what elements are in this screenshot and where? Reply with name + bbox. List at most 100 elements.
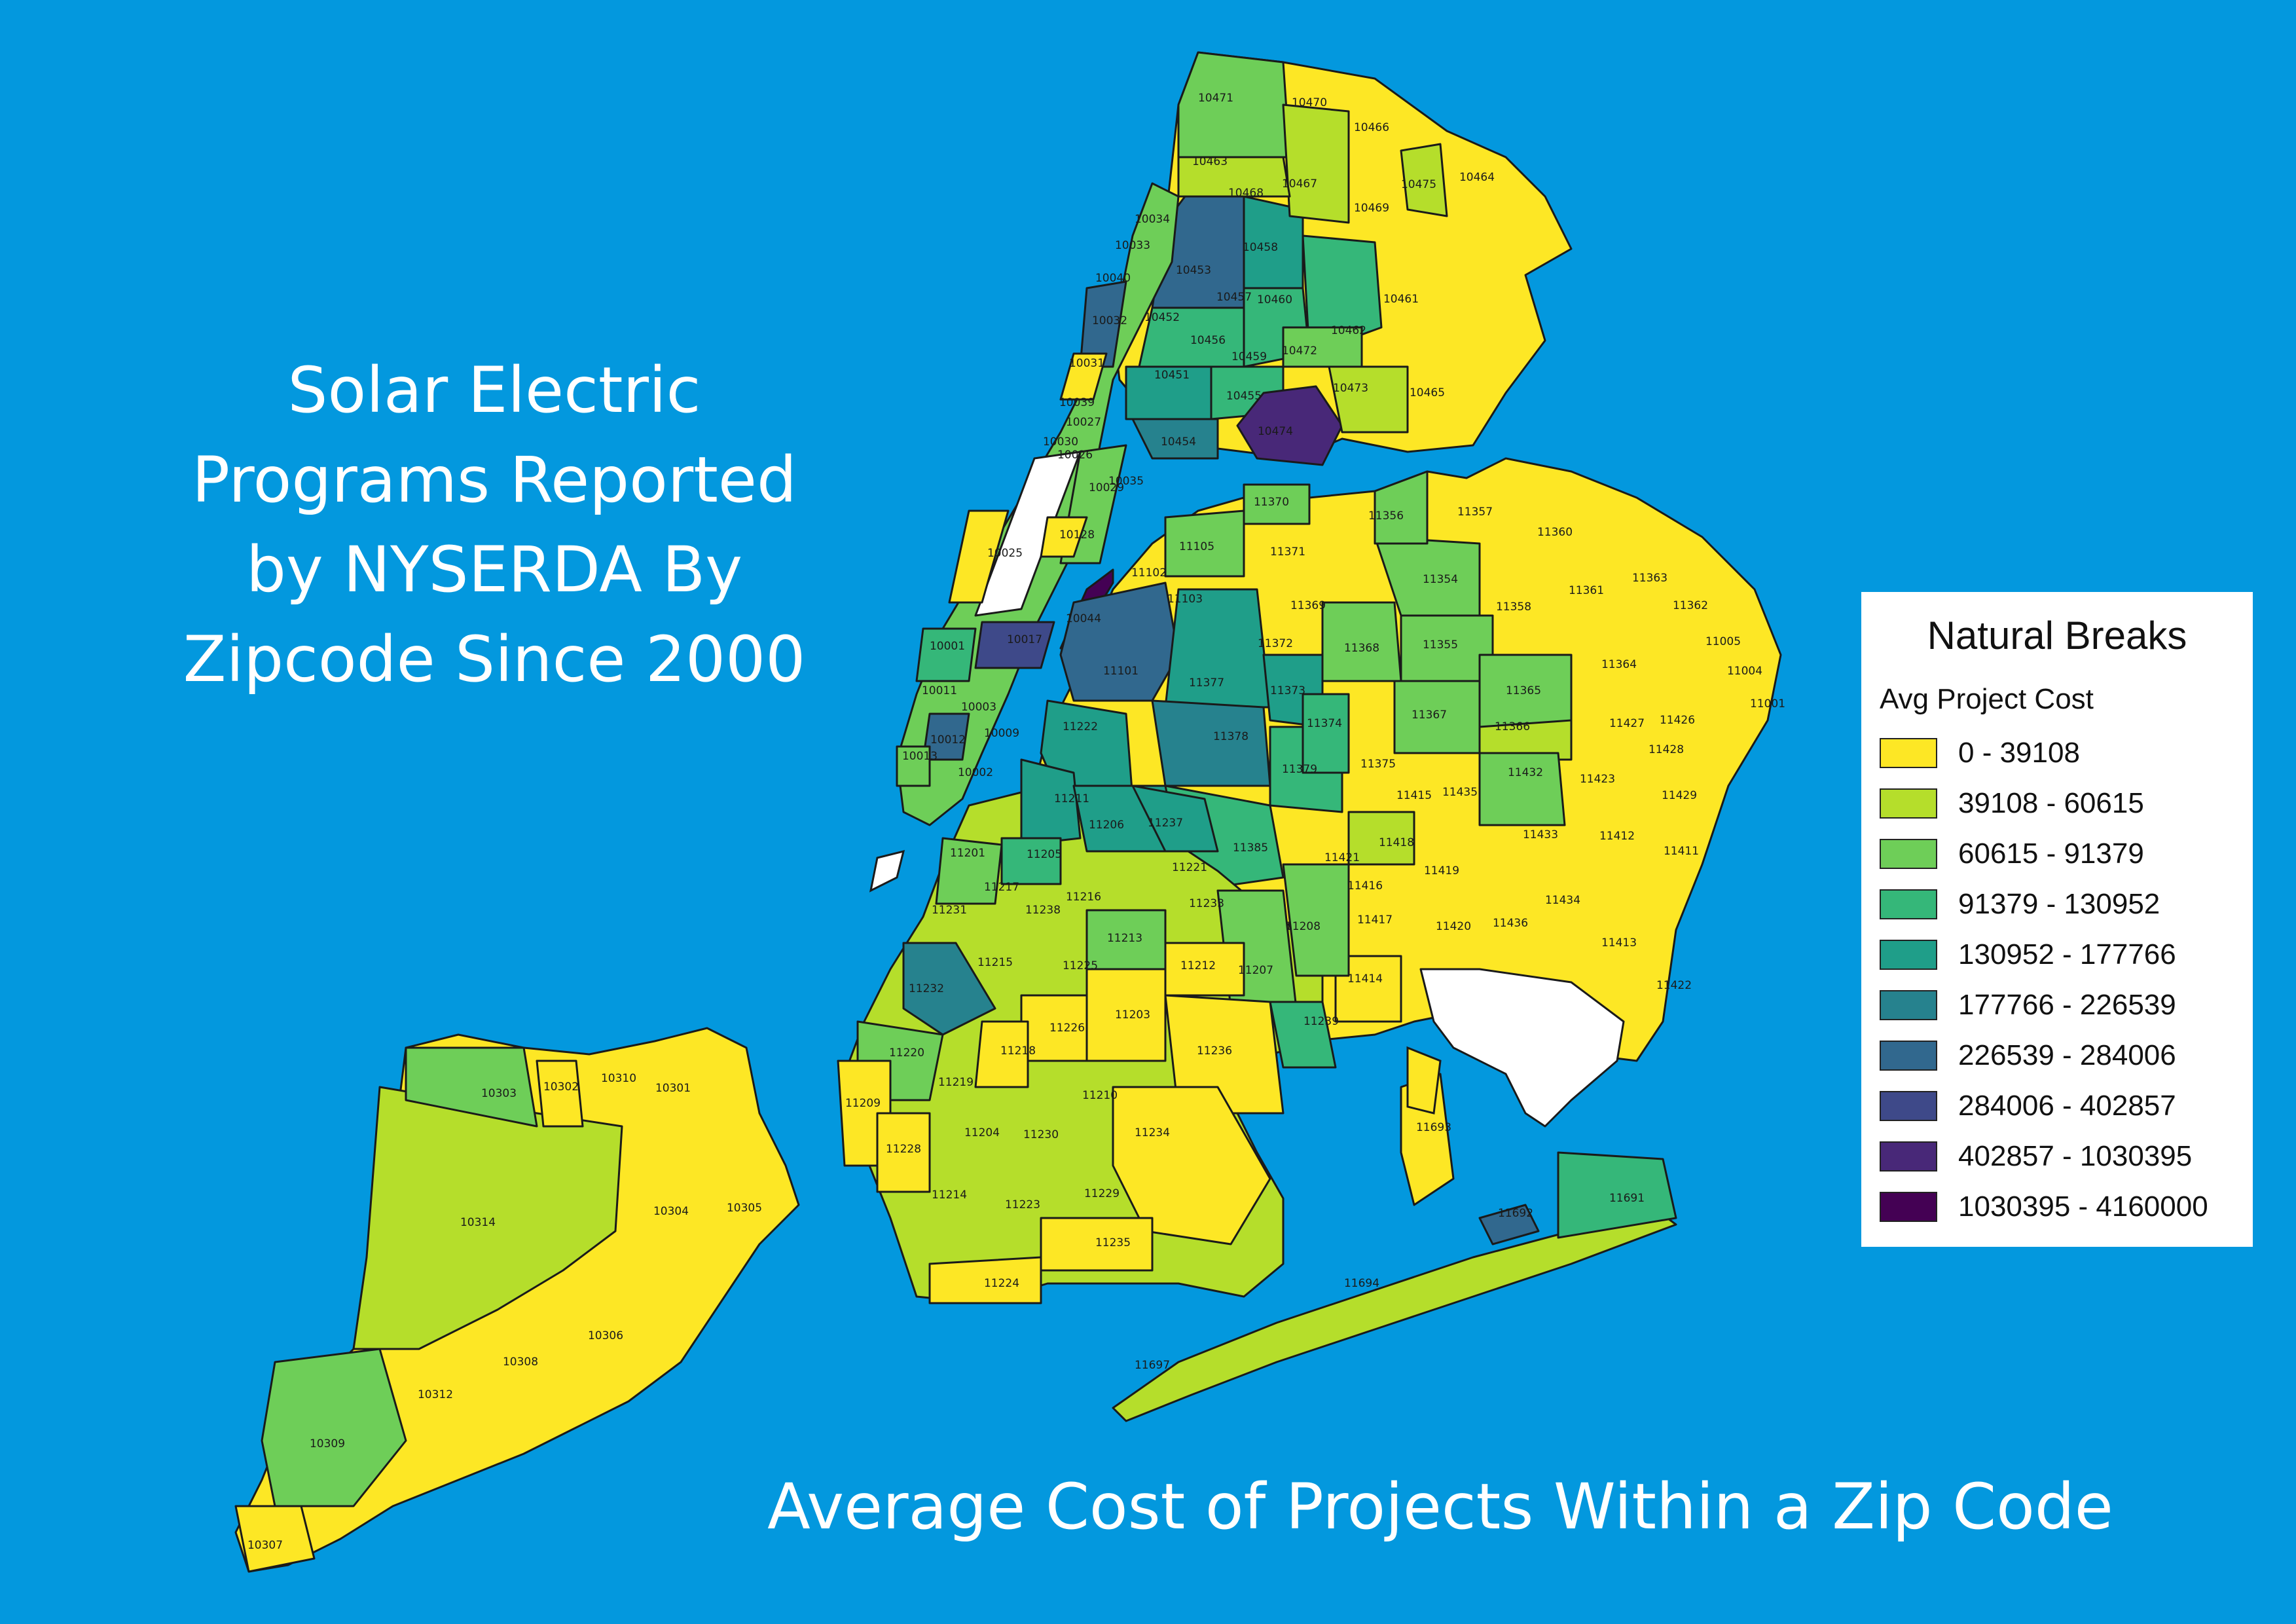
zip-label-11207: 11207 xyxy=(1238,964,1273,977)
zip-label-10459: 10459 xyxy=(1231,350,1267,363)
zip-label-11204: 11204 xyxy=(964,1126,1000,1139)
zip-label-11379: 11379 xyxy=(1282,763,1317,776)
legend-swatch xyxy=(1880,1040,1937,1071)
zip-label-11697: 11697 xyxy=(1135,1359,1170,1372)
zip-area-11235 xyxy=(1040,1217,1154,1272)
zip-area-11378 xyxy=(1151,699,1271,787)
legend-label: 284006 - 402857 xyxy=(1958,1089,2176,1122)
zip-label-11214: 11214 xyxy=(932,1189,967,1202)
zip-label-11372: 11372 xyxy=(1258,637,1293,650)
zip-label-11369: 11369 xyxy=(1290,599,1326,612)
zip-label-11216: 11216 xyxy=(1066,891,1101,904)
zip-area-11418 xyxy=(1347,811,1415,866)
zip-area-10309 xyxy=(261,1348,407,1507)
zip-label-11370: 11370 xyxy=(1254,496,1289,509)
zip-label-10458: 10458 xyxy=(1243,241,1278,254)
zip-label-10040: 10040 xyxy=(1095,272,1131,285)
zip-label-10455: 10455 xyxy=(1226,390,1262,403)
zip-label-11692: 11692 xyxy=(1498,1207,1533,1220)
zip-area-11356 xyxy=(1374,470,1429,545)
legend-label: 91379 - 130952 xyxy=(1958,887,2160,920)
zip-area-10475 xyxy=(1400,143,1448,217)
zip-label-11694: 11694 xyxy=(1344,1277,1379,1290)
zip-label-11233: 11233 xyxy=(1189,897,1224,910)
zip-area-10471 xyxy=(1177,51,1291,158)
zip-label-11205: 11205 xyxy=(1027,848,1062,861)
zip-label-11210: 11210 xyxy=(1082,1089,1118,1102)
title-line-1: Solar Electric xyxy=(287,354,701,427)
zip-label-10017: 10017 xyxy=(1007,633,1042,646)
legend-label: 0 - 39108 xyxy=(1958,736,2080,769)
zip-label-11206: 11206 xyxy=(1089,819,1124,832)
zip-label-11385: 11385 xyxy=(1233,841,1268,855)
zip-area-10017 xyxy=(974,621,1055,669)
zip-label-10012: 10012 xyxy=(930,733,966,747)
zip-area-11414 xyxy=(1334,955,1402,1023)
zip-label-10013: 10013 xyxy=(902,750,938,763)
zip-area-11236 xyxy=(1164,994,1285,1115)
zip-label-11371: 11371 xyxy=(1270,545,1305,559)
zip-area-10012 xyxy=(922,712,970,761)
zip-label-11426: 11426 xyxy=(1660,714,1695,727)
zip-area-jfk xyxy=(1419,968,1625,1128)
zip-label-10009: 10009 xyxy=(984,727,1019,740)
zip-label-11427: 11427 xyxy=(1609,717,1645,730)
zip-label-11004: 11004 xyxy=(1727,665,1762,678)
legend-label: 60615 - 91379 xyxy=(1958,837,2144,870)
zip-label-11418: 11418 xyxy=(1379,836,1414,849)
zip-label-10002: 10002 xyxy=(958,766,993,779)
zip-label-11436: 11436 xyxy=(1493,917,1528,930)
zip-label-10307: 10307 xyxy=(247,1539,283,1552)
zip-label-11691: 11691 xyxy=(1609,1192,1645,1205)
zip-label-10451: 10451 xyxy=(1154,369,1190,382)
zip-label-10026: 10026 xyxy=(1057,449,1093,462)
legend-label: 130952 - 177766 xyxy=(1958,938,2176,970)
zip-area-11208 xyxy=(1282,863,1350,977)
zip-label-11103: 11103 xyxy=(1167,593,1203,606)
zip-label-11232: 11232 xyxy=(909,982,944,995)
zip-label-10301: 10301 xyxy=(655,1082,691,1095)
zip-label-11231: 11231 xyxy=(932,904,967,917)
zip-label-11239: 11239 xyxy=(1303,1015,1339,1028)
zip-area-10001 xyxy=(915,627,977,682)
zip-label-11229: 11229 xyxy=(1084,1187,1120,1200)
zip-area-11239 xyxy=(1269,1001,1337,1069)
zip-label-11211: 11211 xyxy=(1054,792,1089,805)
zip-label-10029: 10029 xyxy=(1089,481,1124,494)
legend-item: 130952 - 177766 xyxy=(1880,929,2253,980)
zip-label-10044: 10044 xyxy=(1066,612,1101,625)
zip-label-11226: 11226 xyxy=(1049,1022,1085,1035)
legend-label: 39108 - 60615 xyxy=(1958,786,2144,819)
zip-area-11432 xyxy=(1478,752,1566,826)
legend-panel: Natural Breaks Avg Project Cost 0 - 3910… xyxy=(1861,592,2253,1247)
island-governors xyxy=(869,849,905,893)
legend-subtitle: Avg Project Cost xyxy=(1880,683,2094,715)
legend-swatch xyxy=(1880,1141,1937,1172)
map-subtitle: Average Cost of Projects Within a Zip Co… xyxy=(767,1470,2113,1543)
legend-label: 1030395 - 4160000 xyxy=(1958,1190,2208,1223)
zip-label-11221: 11221 xyxy=(1172,861,1207,874)
legend-swatch xyxy=(1880,1191,1937,1222)
zip-label-11237: 11237 xyxy=(1148,817,1183,830)
zip-label-10032: 10032 xyxy=(1092,314,1127,327)
zip-label-10456: 10456 xyxy=(1190,334,1226,347)
zip-label-11366: 11366 xyxy=(1495,720,1530,733)
zip-label-11212: 11212 xyxy=(1180,959,1216,972)
zip-label-10312: 10312 xyxy=(418,1388,453,1401)
legend-label: 402857 - 1030395 xyxy=(1958,1139,2193,1172)
zip-area-10013 xyxy=(896,745,931,787)
zip-label-11209: 11209 xyxy=(845,1097,881,1110)
zip-label-11354: 11354 xyxy=(1423,573,1458,586)
zip-label-10027: 10027 xyxy=(1066,416,1101,429)
zip-label-10025: 10025 xyxy=(987,547,1023,560)
legend-label: 226539 - 284006 xyxy=(1958,1039,2176,1071)
zip-label-11422: 11422 xyxy=(1656,979,1692,992)
zip-label-10309: 10309 xyxy=(310,1437,345,1450)
zip-label-11364: 11364 xyxy=(1601,658,1637,671)
zip-label-11201: 11201 xyxy=(950,847,985,860)
island-broad-channel xyxy=(1406,1046,1442,1115)
zip-label-11219: 11219 xyxy=(938,1076,974,1089)
zip-label-10472: 10472 xyxy=(1282,344,1317,358)
zip-area-10474 xyxy=(1236,385,1343,466)
zip-label-11365: 11365 xyxy=(1506,684,1541,697)
